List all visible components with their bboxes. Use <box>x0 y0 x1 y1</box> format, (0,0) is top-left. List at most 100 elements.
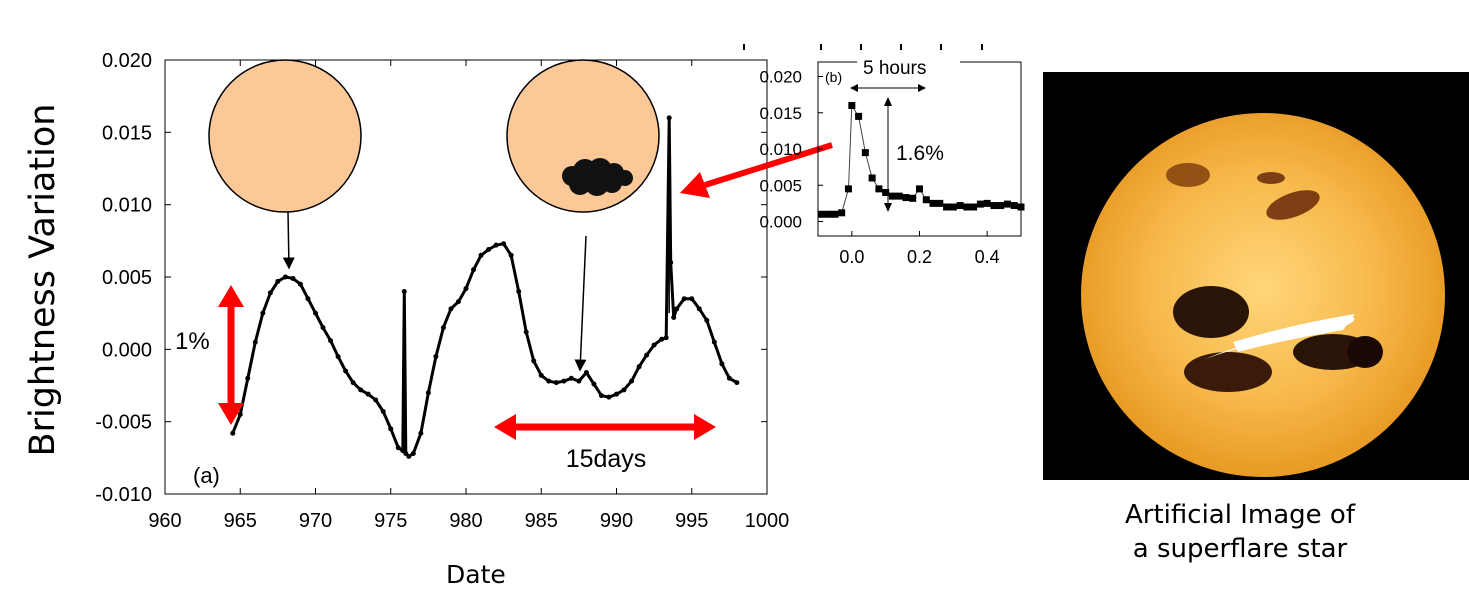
data-point <box>636 364 642 370</box>
data-point <box>501 241 507 247</box>
panel-label-a: (a) <box>193 463 220 488</box>
amplitude-label: 1% <box>175 328 210 355</box>
flare-data-point <box>936 199 944 207</box>
data-point <box>704 317 710 323</box>
data-point <box>478 252 484 258</box>
data-point <box>388 426 394 432</box>
inset-y-tick-label: 0.020 <box>759 68 802 87</box>
data-point <box>719 361 725 367</box>
flare-data-point <box>943 203 951 211</box>
flare-data-point <box>970 203 978 211</box>
x-tick-label: 985 <box>525 510 558 532</box>
data-point <box>516 288 522 294</box>
amplitude-b-label: 1.6% <box>896 142 944 165</box>
data-point <box>343 368 349 374</box>
flare-data-point <box>831 210 839 218</box>
data-point <box>335 354 341 360</box>
flare-data-point <box>922 196 930 204</box>
data-point <box>471 267 477 273</box>
data-point <box>320 325 326 331</box>
data-point <box>734 380 740 386</box>
data-point <box>418 430 424 436</box>
y-tick-label: -0.005 <box>95 412 152 434</box>
flare-data-point <box>875 185 883 193</box>
x-tick-label: 980 <box>449 510 482 532</box>
data-point <box>463 286 469 292</box>
amplitude-b-arrowhead-down <box>884 203 892 212</box>
data-point <box>448 306 454 312</box>
data-point <box>425 390 431 396</box>
amplitude-b-arrowhead-up <box>884 97 892 106</box>
data-point <box>252 339 258 345</box>
data-point <box>674 306 680 312</box>
data-point <box>395 445 401 451</box>
data-point <box>726 375 732 381</box>
data-point <box>598 393 604 399</box>
data-point <box>523 329 529 335</box>
data-point <box>380 409 386 415</box>
data-point <box>508 252 514 258</box>
inset-x-tick-label: 0.2 <box>907 247 932 267</box>
inset-pointer-shaft <box>704 142 833 188</box>
flare-data-point <box>976 200 984 208</box>
data-point <box>538 372 544 378</box>
starspot <box>602 173 622 193</box>
x-tick-label: 990 <box>600 510 633 532</box>
data-point <box>568 375 574 381</box>
pointer-arrow-left <box>282 211 295 270</box>
x-tick-label: 960 <box>148 510 181 532</box>
data-point <box>406 453 412 459</box>
inset-x-tick-label: 0.4 <box>975 247 1000 267</box>
flare-data-point <box>929 199 937 207</box>
x-tick-label: 1000 <box>745 510 790 532</box>
starspot <box>585 172 609 196</box>
data-point <box>410 450 416 456</box>
duration-label: 5 hours <box>863 58 926 79</box>
data-point <box>455 299 461 305</box>
flare-data-point <box>824 210 832 218</box>
data-point <box>486 247 492 253</box>
data-point <box>553 380 559 386</box>
x-tick-label: 970 <box>299 510 332 532</box>
image-caption: Artificial Image of a superflare star <box>1090 498 1390 566</box>
data-point <box>614 391 619 397</box>
flare-data-point <box>868 174 876 182</box>
data-point <box>689 296 695 302</box>
y-tick-label: 0.015 <box>102 122 152 144</box>
data-point <box>282 274 288 280</box>
panel-label-b: (b) <box>825 69 842 85</box>
data-point <box>493 242 499 248</box>
flare-data-point <box>817 210 825 218</box>
flare-data-point <box>997 202 1005 210</box>
flare-data-point <box>844 185 852 193</box>
data-point <box>267 290 273 296</box>
x-axis-title: Date <box>446 560 506 589</box>
data-point <box>681 296 687 302</box>
data-point <box>350 380 356 386</box>
period-arrow-head <box>694 414 716 440</box>
inset-y-tick-label: 0.010 <box>759 140 802 159</box>
superflare-star-image <box>1043 72 1469 480</box>
flare-data-point <box>909 194 917 202</box>
flare-data-point <box>895 192 903 200</box>
data-point <box>576 378 582 384</box>
flare-data-point <box>949 203 957 211</box>
starspot <box>569 173 591 195</box>
data-point <box>531 358 537 364</box>
data-point <box>358 387 364 393</box>
data-point <box>290 275 296 281</box>
data-point <box>644 352 650 358</box>
flare-data-point <box>1003 200 1011 208</box>
flare-data-point <box>1010 202 1018 210</box>
data-point <box>546 378 552 384</box>
y-tick-label: 0.005 <box>102 267 152 289</box>
flare-data-point <box>963 203 971 211</box>
duration-arrowhead-right <box>918 84 926 92</box>
flare-data-point <box>983 199 991 207</box>
data-point <box>651 342 657 348</box>
data-point <box>671 315 677 321</box>
inset-y-tick-label: 0.015 <box>759 104 802 123</box>
data-point <box>433 354 439 360</box>
inset-x-tick-label: 0.0 <box>839 247 864 267</box>
